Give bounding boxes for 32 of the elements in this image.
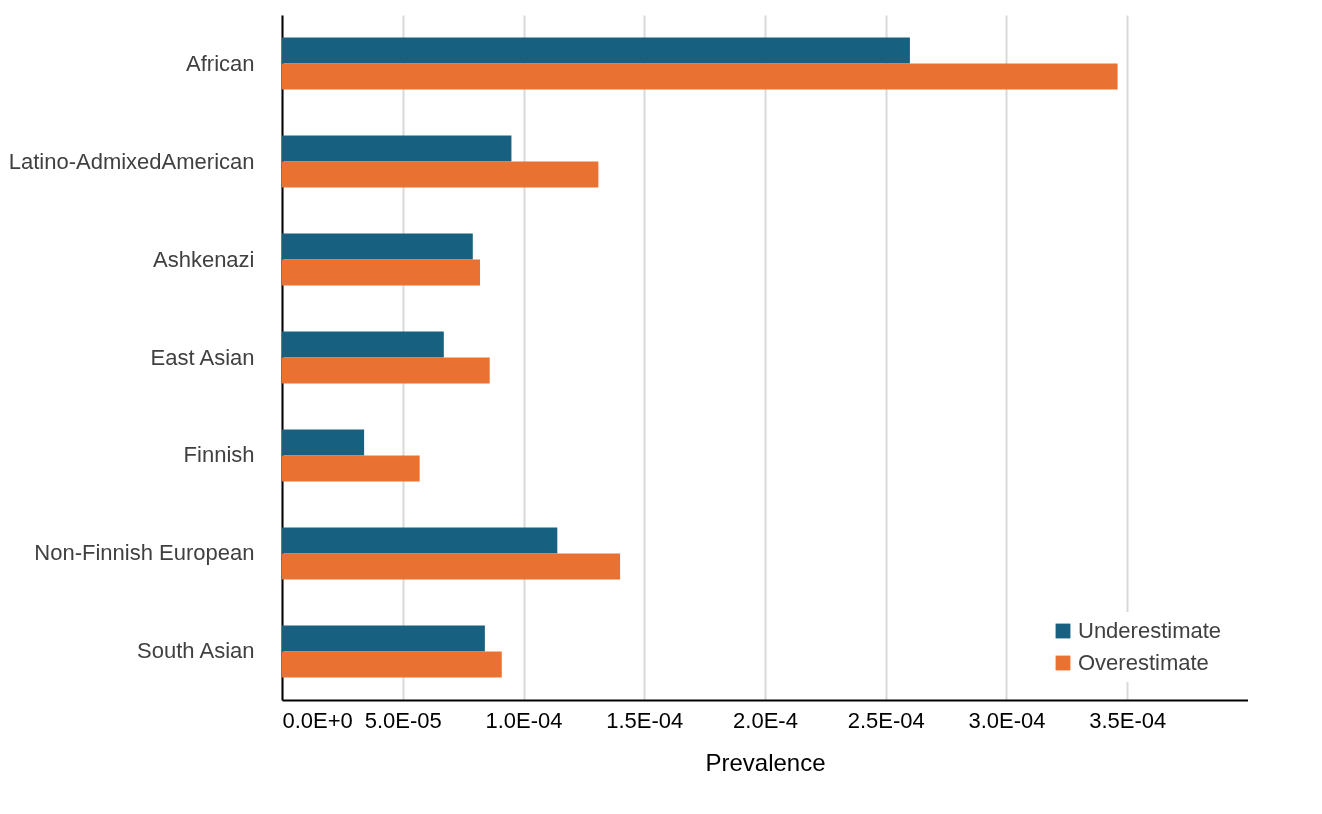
bar <box>282 63 1118 90</box>
x-tick-label: 0.0E+0 <box>282 707 353 733</box>
y-tick-label: Latino-AdmixedAmerican <box>8 148 255 174</box>
x-axis-title: Prevalence <box>705 748 826 776</box>
bar <box>282 233 473 260</box>
bar <box>282 357 490 384</box>
bar <box>282 651 502 678</box>
x-tick-label: 5.0E-05 <box>364 707 442 733</box>
y-tick-label: South Asian <box>137 638 255 664</box>
bar <box>282 161 599 188</box>
bar <box>282 135 512 162</box>
x-tick-label: 1.5E-04 <box>606 707 684 733</box>
y-tick-label: Ashkenazi <box>152 246 255 272</box>
bar <box>282 527 558 554</box>
bar <box>282 553 621 580</box>
y-tick-label: African <box>186 50 255 76</box>
bar <box>282 259 481 286</box>
x-tick-label: 2.5E-04 <box>847 707 925 733</box>
bar <box>282 37 910 64</box>
x-tick-label: 1.0E-04 <box>485 707 563 733</box>
y-tick-label: Finnish <box>183 442 255 468</box>
y-tick-label: East Asian <box>150 344 255 370</box>
bar <box>282 429 365 456</box>
bar <box>282 455 420 482</box>
x-tick-label: 3.5E-04 <box>1089 707 1167 733</box>
legend-label: Overestimate <box>1078 650 1209 675</box>
y-tick-label: Non-Finnish European <box>34 540 255 566</box>
bar <box>282 331 444 358</box>
x-tick-label: 2.0E-4 <box>733 707 798 733</box>
x-tick-label: 3.0E-04 <box>968 707 1046 733</box>
bar <box>282 625 485 652</box>
legend-label: Underestimate <box>1078 618 1222 643</box>
